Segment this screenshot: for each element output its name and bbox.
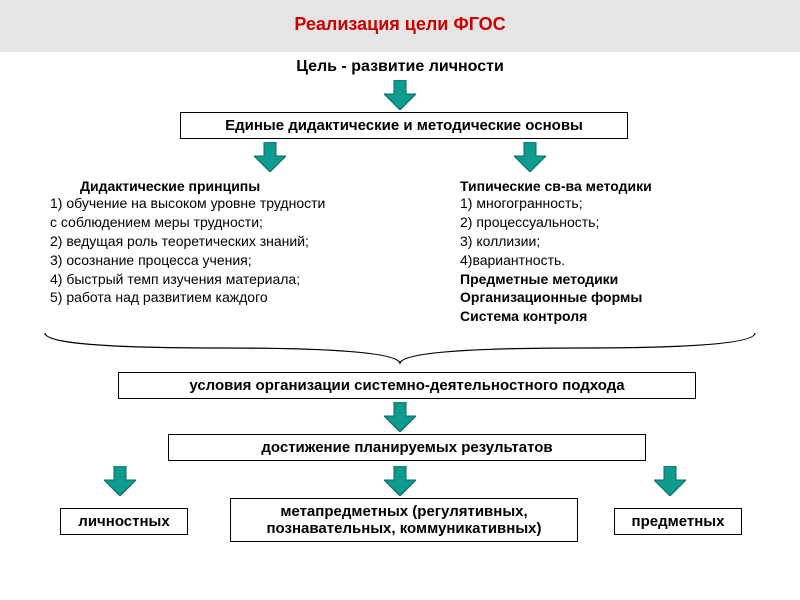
left-column: Дидактические принципы 1) обучение на вы…	[50, 178, 410, 307]
arrow-down-icon	[654, 466, 686, 496]
arrow-down-icon	[254, 142, 286, 172]
right-col-extra-0: Предметные методики	[460, 270, 780, 289]
arrow-down-icon	[104, 466, 136, 496]
arrow-down-icon	[384, 402, 416, 432]
box-meta-line2: познавательных, коммуникативных)	[239, 520, 569, 537]
box-subject: предметных	[614, 508, 742, 535]
right-col-item-0: 1) многогранность;	[460, 194, 780, 213]
left-col-item-1: с соблюдением меры трудности;	[50, 213, 410, 232]
left-col-heading: Дидактические принципы	[50, 178, 410, 194]
right-col-heading: Типические св-ва методики	[460, 178, 780, 194]
left-col-item-5: 5) работа над развитием каждого	[50, 288, 410, 307]
left-col-item-3: 3) осознание процесса учения;	[50, 251, 410, 270]
page-subtitle: Цель - развитие личности	[0, 58, 800, 76]
box-conditions: условия организации системно-деятельност…	[118, 372, 696, 399]
box-personal: личностных	[60, 508, 188, 535]
box-results: достижение планируемых результатов	[168, 434, 646, 461]
arrow-down-icon	[514, 142, 546, 172]
right-col-extra-1: Организационные формы	[460, 288, 780, 307]
arrow-down-icon	[384, 466, 416, 496]
box-basis: Единые дидактические и методические осно…	[180, 112, 628, 139]
curly-brace-icon	[40, 330, 760, 371]
right-col-extra-2: Система контроля	[460, 307, 780, 326]
right-column: Типические св-ва методики 1) многогранно…	[460, 178, 780, 326]
box-meta: метапредметных (регулятивных, познавател…	[230, 498, 578, 542]
left-col-item-4: 4) быстрый темп изучения материала;	[50, 270, 410, 289]
right-col-item-2: 3) коллизии;	[460, 232, 780, 251]
page-title: Реализация цели ФГОС	[0, 14, 800, 35]
box-meta-line1: метапредметных (регулятивных,	[239, 503, 569, 520]
right-col-item-3: 4)вариантность.	[460, 251, 780, 270]
left-col-item-2: 2) ведущая роль теоретических знаний;	[50, 232, 410, 251]
arrow-down-icon	[384, 80, 416, 110]
right-col-item-1: 2) процессуальность;	[460, 213, 780, 232]
left-col-item-0: 1) обучение на высоком уровне трудности	[50, 194, 410, 213]
